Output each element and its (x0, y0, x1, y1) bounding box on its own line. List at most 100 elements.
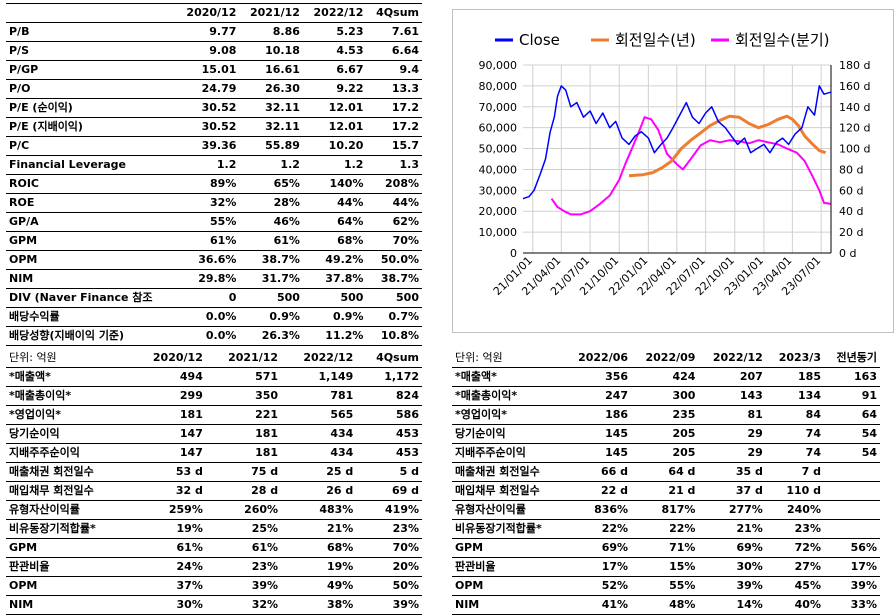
table-row: DIV (Naver Finance 참조 0 500 500 500 (6, 289, 422, 308)
cell-value: 74 (805, 446, 821, 459)
cell-value: 49.2% (325, 253, 364, 266)
cell-value: 65% (273, 177, 300, 190)
table-row: P/S 9.08 10.18 4.53 6.64 (6, 42, 422, 61)
column-header: 단위: 억원 (452, 349, 564, 368)
cell-value: 12.01 (328, 101, 364, 114)
cell-value: 565 (330, 408, 354, 421)
cell-value: 140% (329, 177, 364, 190)
cell-value: 61% (273, 234, 300, 247)
cell-value: 23% (794, 522, 821, 535)
right-tick-label: 0 d (839, 247, 856, 260)
cell-value: 781 (330, 389, 354, 402)
cell-value: 21% (326, 522, 354, 535)
row-label: P/GP (9, 63, 39, 76)
close-line (522, 85, 831, 200)
cell-value: 26.3% (261, 329, 300, 342)
table-row: 배당성향(지배이익 기준) 0.0% 26.3% 11.2% 10.8% (6, 327, 422, 346)
cell-value: 38.7% (380, 272, 419, 285)
table-row: 비유동장기적합률* 19% 25% 21% 23% (6, 520, 422, 539)
row-label: NIM (9, 272, 34, 285)
cell-value: 14% (736, 598, 763, 611)
table-row: OPM 52% 55% 39% 45% 39% (452, 577, 880, 596)
table-row: P/O 24.79 26.30 9.22 13.3 (6, 80, 422, 99)
cell-value: 260% (244, 503, 279, 516)
cell-value: 28 d (251, 484, 279, 497)
row-label: P/E (지배이익) (9, 120, 83, 133)
row-label: P/S (9, 44, 30, 57)
stock-chart: 0 10,000 20,000 30,000 40,000 50,000 60,000 70,… (452, 9, 894, 333)
cell-value: 571 (255, 370, 279, 383)
table-row: *매출액* 356 424 207 185 163 (452, 368, 880, 387)
cell-value: 23% (251, 560, 279, 573)
cell-value: 71% (669, 541, 696, 554)
left-tick-label: 90,000 (479, 59, 518, 72)
cell-value: 9.77 (209, 25, 237, 38)
cell-value: 434 (330, 427, 354, 440)
cell-value: 1,172 (384, 370, 419, 383)
table-row: P/E (지배이익) 30.52 32.11 12.01 17.2 (6, 118, 422, 137)
cell-value: 500 (276, 291, 300, 304)
column-header: 2022/12 (302, 3, 367, 23)
right-tick-label: 60 d (839, 184, 863, 197)
legend-label: Close (519, 31, 560, 49)
cell-value: 208% (385, 177, 419, 190)
cell-value: 207 (739, 370, 763, 383)
header-row: 단위: 억원 2022/06 2022/09 2022/12 2023/3 전년동기 (452, 349, 880, 368)
cell-value: 29.8% (198, 272, 237, 285)
row-label: 비유동장기적합률* (455, 522, 542, 535)
cell-value: 50% (392, 579, 419, 592)
cell-value: 62% (392, 215, 419, 228)
cell-value (824, 482, 880, 501)
cell-value: 39% (251, 579, 279, 592)
row-label: 지배주주순이익 (9, 446, 80, 459)
cell-value: 0.9% (269, 310, 300, 323)
cell-value: 586 (396, 408, 419, 421)
table-row: *매출총이익* 299 350 781 824 (6, 387, 422, 406)
column-header: 2022/12 (281, 349, 357, 368)
cell-value: 39% (392, 598, 419, 611)
table-row: OPM 37% 39% 49% 50% (6, 577, 422, 596)
cell-value: 299 (179, 389, 203, 402)
cell-value: 500 (340, 291, 364, 304)
cell-value: 26.30 (265, 82, 300, 95)
cell-value: 84 (805, 408, 821, 421)
cell-value: 10.18 (265, 44, 300, 57)
right-tick-label: 20 d (839, 226, 863, 239)
right-tick-label: 140 d (839, 101, 870, 114)
left-tick-label: 50,000 (479, 143, 518, 156)
cell-value: 64 (861, 408, 877, 421)
cell-value: 17% (850, 560, 877, 573)
cell-value: 147 (179, 446, 203, 459)
cell-value: 29 (747, 427, 763, 440)
row-label: P/C (9, 139, 30, 152)
cell-value: 49% (326, 579, 354, 592)
cell-value: 9.08 (209, 44, 237, 57)
cell-value: 69% (736, 541, 763, 554)
cell-value: 39.36 (201, 139, 237, 152)
cell-value: 38% (326, 598, 354, 611)
cell-value: 350 (255, 389, 279, 402)
cell-value: 1.3 (399, 158, 420, 171)
cell-value: 44% (392, 196, 419, 209)
row-label: *매출총이익* (9, 389, 72, 402)
row-label: *영업이익* (9, 408, 61, 421)
table-row: 매입채무 회전일수 22 d 21 d 37 d 110 d (452, 482, 880, 501)
row-label: P/B (9, 25, 30, 38)
row-label: 매입채무 회전일수 (455, 484, 540, 497)
cell-value: 259% (168, 503, 203, 516)
cell-value: 55% (210, 215, 237, 228)
cell-value: 0.7% (388, 310, 419, 323)
cell-value: 181 (255, 427, 279, 440)
row-label: GP/A (9, 215, 39, 228)
table-row: *매출총이익* 247 300 143 134 91 (452, 387, 880, 406)
column-header: 2023/3 (765, 349, 824, 368)
right-tick-label: 100 d (839, 143, 870, 156)
cell-value: 66 d (601, 465, 629, 478)
table-row: NIM 29.8% 31.7% 37.8% 38.7% (6, 270, 422, 289)
cell-value: 10.8% (380, 329, 419, 342)
cell-value: 15.01 (201, 63, 237, 76)
cell-value: 39% (850, 579, 877, 592)
cell-value: 22% (669, 522, 696, 535)
cell-value: 0.0% (205, 329, 237, 342)
cell-value: 15.7 (391, 139, 419, 152)
